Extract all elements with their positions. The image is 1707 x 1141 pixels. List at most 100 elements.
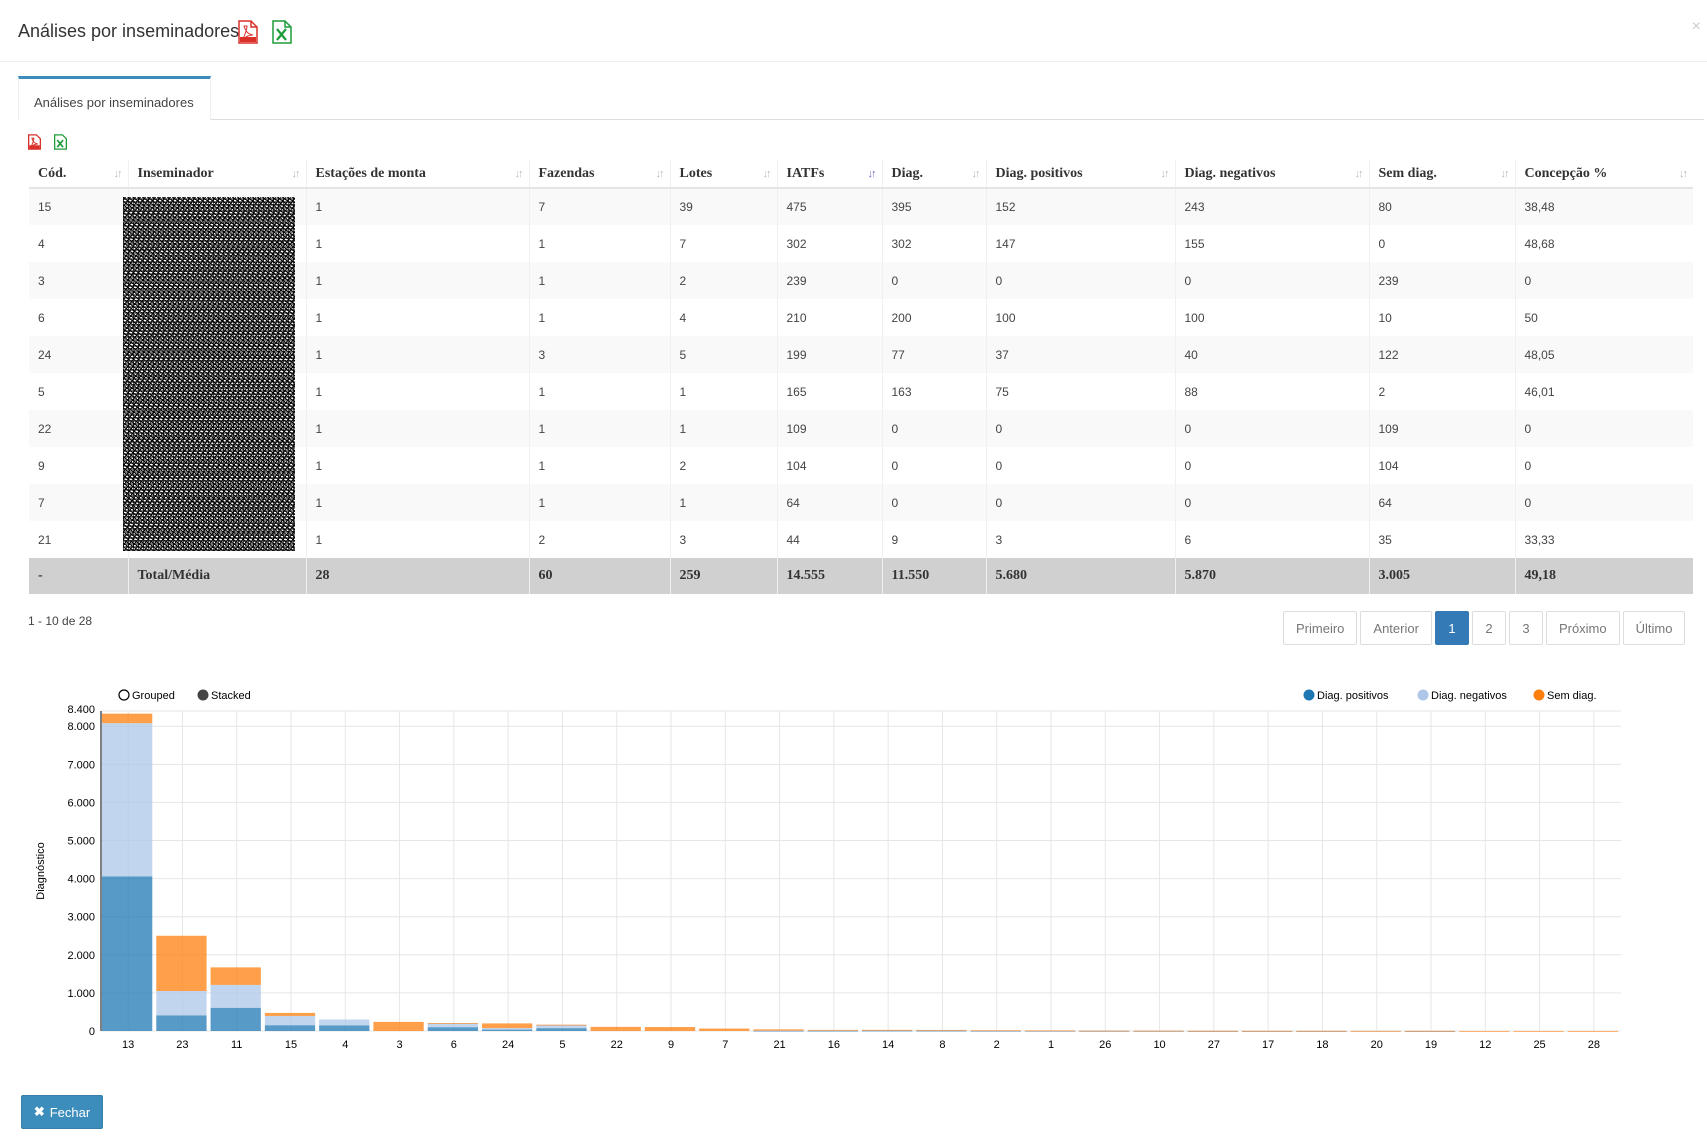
column-header-iatfs[interactable]: IATFs ↓↑ [776,160,882,189]
fechar-button[interactable]: ✖ Fechar [21,1095,103,1129]
cell-cod: 6 [38,310,45,325]
bar-diag-positivos-5 [536,1028,587,1031]
y-tick-label: 8.400 [67,704,95,716]
grouped-radio-icon[interactable] [118,689,130,701]
cell-diag-negativos: 40 [1174,336,1369,373]
cell-lotes: 5 [669,336,777,373]
x-tick-label: 17 [1262,1039,1274,1051]
x-tick-label: 14 [882,1039,894,1051]
cell-lotes: 3 [669,521,777,558]
column-header-estacoes-de-monta[interactable]: Estações de monta ↓↑ [305,160,529,189]
bar-diag-negativos-24 [482,1028,533,1030]
cell-diag-negativos: 155 [1174,225,1369,262]
y-tick-label: 8.000 [67,721,95,733]
cell-diag-positivos: 0 [985,484,1175,521]
legend-dot-diag-negativos[interactable] [1417,689,1429,701]
page-first-button[interactable]: Primeiro [1283,611,1358,645]
cell-diag: 302 [881,225,986,262]
legend-label-sem-diag[interactable]: Sem diag. [1547,690,1597,702]
cell-diag-negativos: 0 [1174,484,1369,521]
page-1-button[interactable]: 1 [1434,611,1469,645]
page-3-button[interactable]: 3 [1508,611,1543,645]
cell-diag-positivos: 100 [985,299,1175,336]
sort-icon[interactable]: ↓↑ [1679,168,1688,180]
sort-icon[interactable]: ↓↑ [1500,168,1510,180]
total-cell-inseminador: Total/Média [127,558,306,594]
bar-sem-diag-13 [102,713,153,724]
bar-sem-diag-25 [1513,1030,1564,1032]
column-header-concepcao[interactable]: Concepção % ↓↑ [1514,160,1693,189]
column-header-lotes[interactable]: Lotes ↓↑ [669,160,777,189]
table-body: 15 1 7 39 475 395 152 243 80 38,48 4 1 1 7 302 302 147 15… [29,188,1693,558]
table-header-row: Cód. ↓↑ Inseminador ↓↑ Estações de monta ↓↑ Fa… [29,160,1693,189]
x-tick-label: 27 [1208,1039,1220,1051]
column-header-sem-diag[interactable]: Sem diag. ↓↑ [1368,160,1515,189]
cell-fazendas: 7 [528,188,670,225]
cell-sem-diag: 80 [1368,188,1515,225]
cell-concepcao: 48,05 [1514,336,1693,373]
diagnostics-stacked-bar-chart: 0 1.000 2.000 3.000 4.000 5.000 6.000 7.000 8.00… [35,689,1621,1051]
cell-fazendas: 2 [528,521,670,558]
cell-cod: 3 [29,262,128,299]
page-next-button[interactable]: Próximo [1545,611,1620,645]
legend-label-diag-positivos[interactable]: Diag. positivos [1317,690,1389,702]
pdf-export-icon[interactable] [238,20,258,49]
sort-icon[interactable]: ↓↑ [971,168,981,180]
page-last-button[interactable]: Último [1622,611,1686,645]
bar-diag-positivos-24 [482,1029,533,1031]
x-tick-label: 28 [1588,1039,1600,1051]
cell-diag: 9 [881,521,986,558]
column-header-inseminador[interactable]: Inseminador ↓↑ [127,160,306,189]
bar-diag-positivos-4 [319,1025,370,1031]
page-2-button[interactable]: 2 [1471,611,1506,645]
cell-lotes: 2 [669,447,777,484]
cell-iatfs: 109 [776,410,882,447]
excel-export-icon[interactable] [272,20,292,49]
total-cell-concepcao: 49,18 [1514,558,1693,594]
x-tick-label: 18 [1316,1039,1328,1051]
column-header-cod[interactable]: Cód. ↓↑ [29,160,128,189]
cell-diag: 395 [881,188,986,225]
sort-icon[interactable]: ↓↑ [1160,168,1170,180]
cell-diag: 0 [881,262,986,299]
grouped-radio-label[interactable]: Grouped [132,690,175,702]
tab-analises-por-inseminadores[interactable]: Análises por inseminadores [18,76,211,120]
bar-diag-negativos-4 [319,1019,370,1026]
cell-estacoes-de-monta: 1 [305,262,529,299]
total-cell-sem-diag: 3.005 [1368,558,1515,594]
sort-icon[interactable]: ↓↑ [867,168,877,180]
sort-icon[interactable]: ↓↑ [762,168,772,180]
stacked-radio-icon[interactable] [197,689,209,701]
total-cell-iatfs: 14.555 [776,558,882,594]
table-excel-export-icon[interactable] [54,134,67,155]
cell-cod: 22 [29,410,128,447]
sort-icon[interactable]: ↓↑ [655,168,665,180]
column-header-diag-negativos[interactable]: Diag. negativos ↓↑ [1174,160,1369,189]
sort-icon[interactable]: ↓↑ [291,168,301,180]
bar-sem-diag-21 [753,1029,804,1031]
stacked-radio-label[interactable]: Stacked [211,690,251,702]
cell-diag-positivos: 3 [985,521,1175,558]
cell-estacoes-de-monta: 1 [305,410,529,447]
cell-lotes: 2 [669,262,777,299]
table-row: 15 1 7 39 475 395 152 243 80 38,48 [29,188,1693,225]
sort-icon[interactable]: ↓↑ [514,168,524,180]
legend-label-diag-negativos[interactable]: Diag. negativos [1431,690,1507,702]
cell-diag-positivos: 0 [985,410,1175,447]
column-header-diag-positivos[interactable]: Diag. positivos ↓↑ [985,160,1175,189]
legend-dot-sem-diag[interactable] [1533,689,1545,701]
cell-diag: 0 [881,447,986,484]
table-pdf-export-icon[interactable] [28,134,41,155]
column-header-diag[interactable]: Diag. ↓↑ [881,160,986,189]
close-icon[interactable]: × [1691,18,1701,35]
sort-icon[interactable]: ↓↑ [113,168,123,180]
cell-concepcao: 0 [1514,262,1693,299]
column-header-fazendas[interactable]: Fazendas ↓↑ [528,160,670,189]
page-prev-button[interactable]: Anterior [1360,611,1432,645]
sort-icon[interactable]: ↓↑ [1354,168,1364,180]
legend-dot-diag-positivos[interactable] [1303,689,1315,701]
bar-sem-diag-10 [1133,1030,1184,1032]
total-cell-fazendas: 60 [528,558,670,594]
bar-diag-positivos-23 [156,1015,207,1031]
bar-sem-diag-28 [1567,1030,1618,1032]
